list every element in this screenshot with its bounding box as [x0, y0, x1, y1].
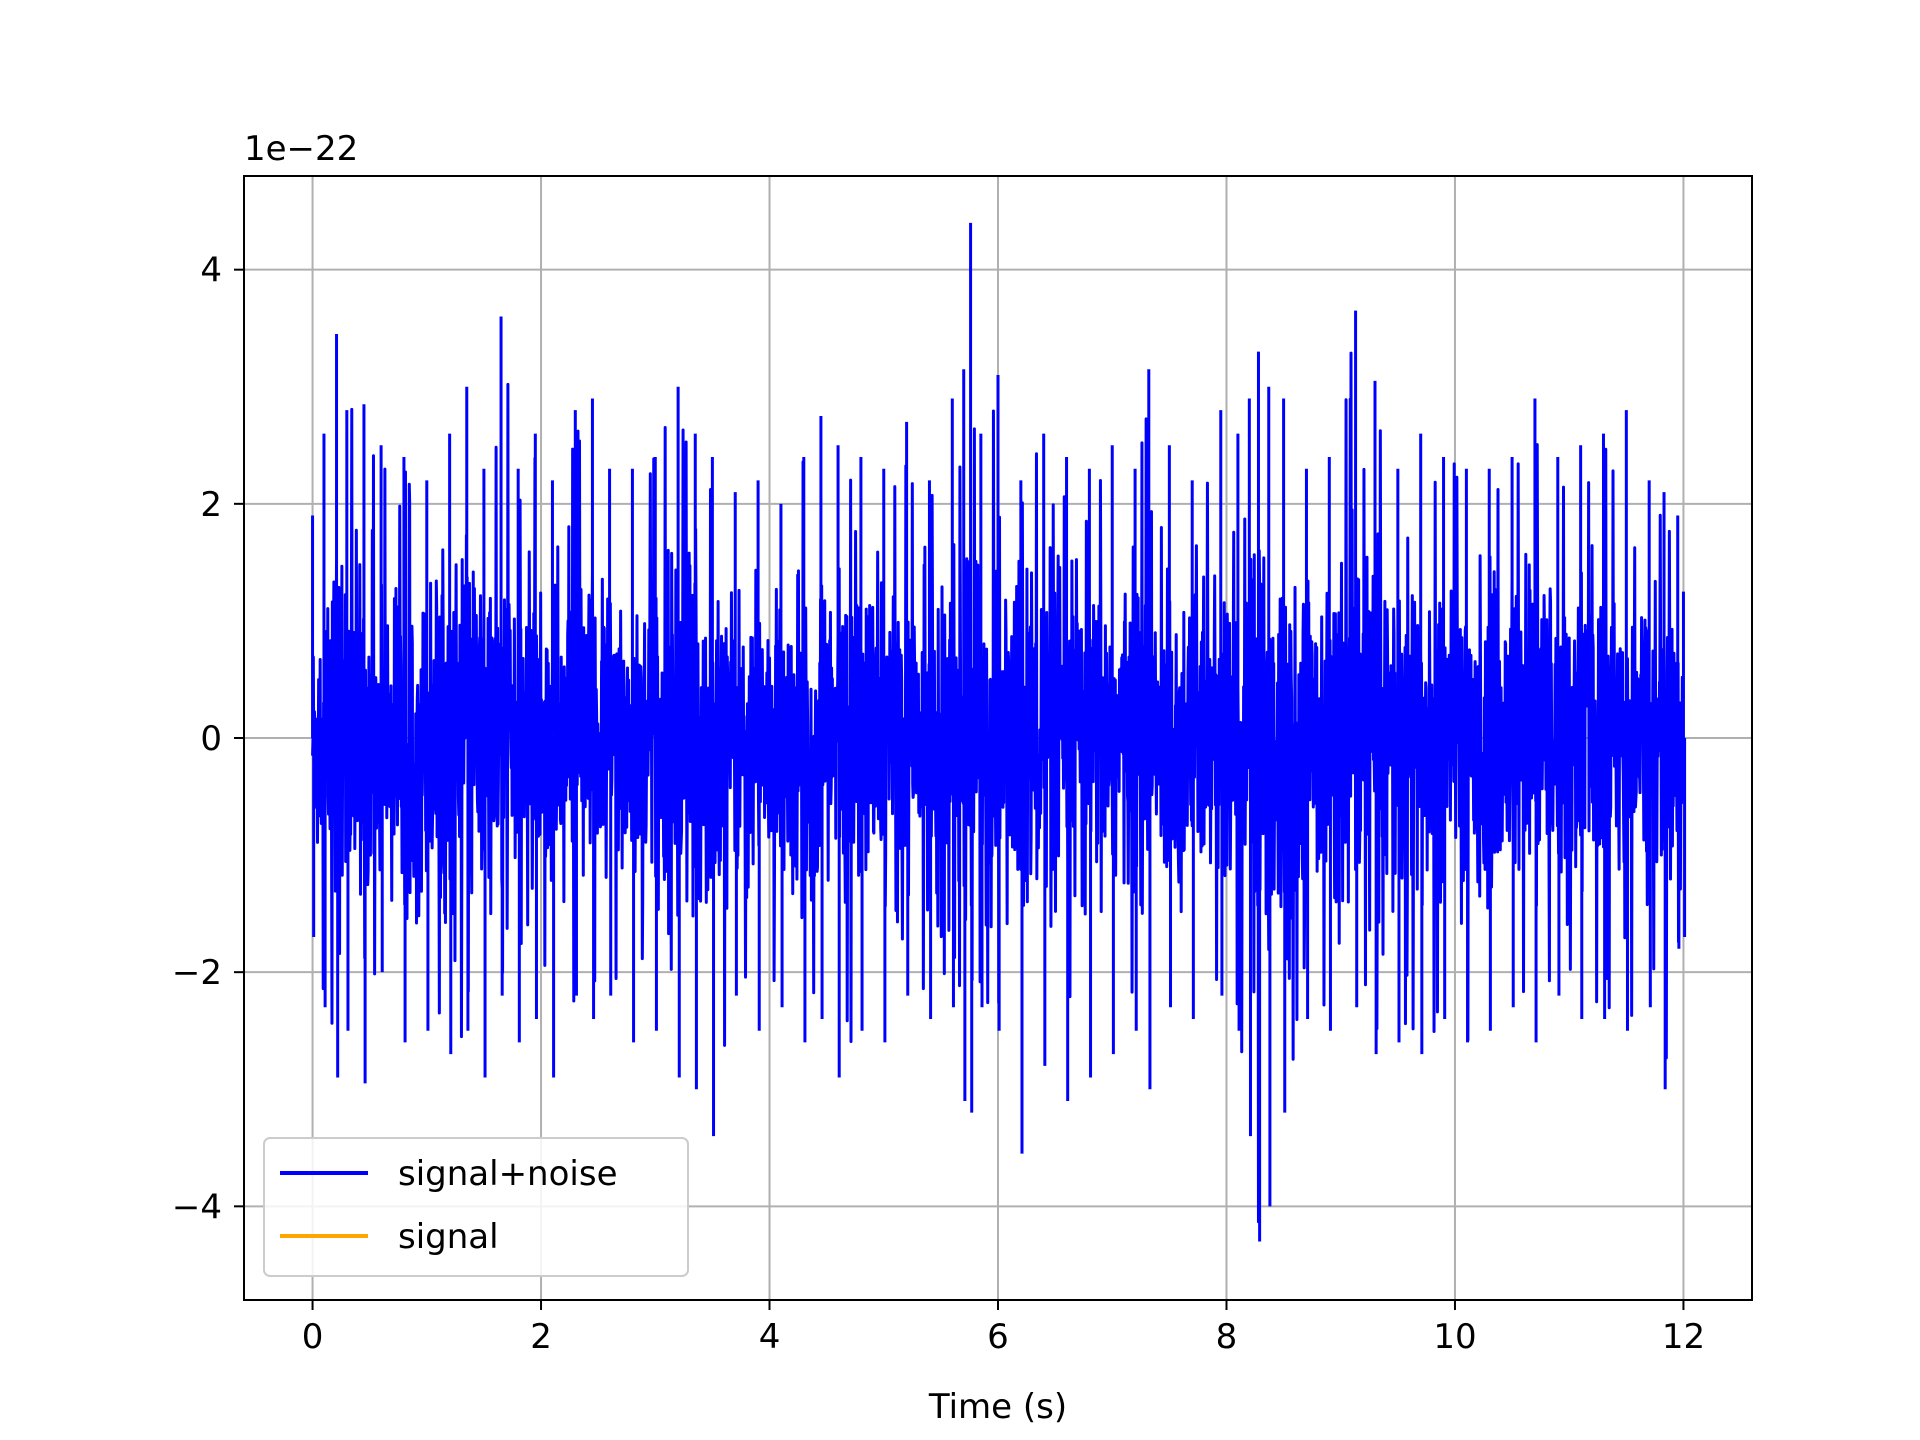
y-offset-label: 1e−22: [244, 129, 358, 169]
series-layer: [311, 222, 1687, 1242]
legend-label-signal: signal: [398, 1217, 499, 1257]
x-tick-label: 2: [530, 1317, 552, 1357]
x-tick-label: 4: [759, 1317, 781, 1357]
y-tick-label: 0: [200, 719, 222, 759]
legend-label-signal-noise: signal+noise: [398, 1154, 618, 1194]
legend-box: [263, 1137, 689, 1277]
x-tick-label: 12: [1662, 1317, 1705, 1357]
y-tick-label: 4: [200, 251, 222, 291]
x-tick-label: 8: [1216, 1317, 1238, 1357]
x-tick-label: 10: [1433, 1317, 1476, 1357]
series-line-signal-noise: [311, 222, 1687, 1242]
ticks: 0 2 4 6 8 10 12 −4 −2 0 2 4: [172, 251, 1705, 1357]
x-tick-label: 6: [987, 1317, 1009, 1357]
x-axis-title: Time (s): [928, 1387, 1067, 1427]
y-tick-label: −2: [172, 953, 222, 993]
y-tick-label: 2: [200, 485, 222, 525]
legend: signal+noise signal: [263, 1137, 689, 1277]
y-tick-label: −4: [172, 1187, 222, 1227]
x-tick-label: 0: [302, 1317, 324, 1357]
